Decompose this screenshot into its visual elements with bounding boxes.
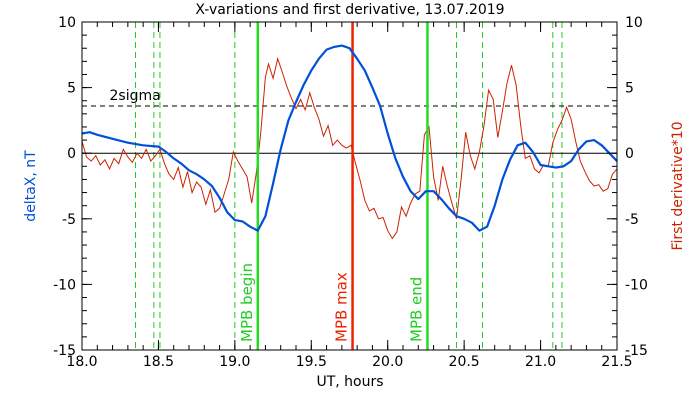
marker-label-mpb-max: MPB max <box>333 272 351 342</box>
x-tick-label: 21.5 <box>601 354 632 370</box>
y-tick-label-left: 10 <box>58 15 76 31</box>
marker-label-mpb-begin: MPB begin <box>238 263 256 342</box>
y-axis-label-left: deltaX, nT <box>23 150 39 222</box>
derivative-series-line <box>81 56 618 240</box>
y-tick-label-left: 0 <box>67 146 76 162</box>
y-tick-label-left: 5 <box>67 81 76 97</box>
x-tick-label: 18.5 <box>143 354 174 370</box>
x-tick-label: 20.5 <box>449 354 480 370</box>
y-tick-label-right: -5 <box>625 212 639 228</box>
x-tick-label: 20.0 <box>372 354 403 370</box>
y-tick-label-right: -15 <box>625 343 648 359</box>
x-tick-label: 18.0 <box>66 354 97 370</box>
chart-title: X-variations and first derivative, 13.07… <box>195 2 504 18</box>
y-tick-label-right: 5 <box>625 81 634 97</box>
y-tick-label-left: -5 <box>62 212 76 228</box>
y-tick-label-left: -15 <box>53 343 76 359</box>
y-tick-label-right: 0 <box>625 146 634 162</box>
y-axis-label-right: First derivative*10 <box>670 121 686 250</box>
x-tick-label: 19.5 <box>296 354 327 370</box>
deltax-series-line <box>81 44 618 232</box>
x-tick-label: 21.0 <box>525 354 556 370</box>
marker-label-mpb-end: MPB end <box>407 277 425 342</box>
y-tick-label-right: 10 <box>625 15 643 31</box>
y-tick-label-right: -10 <box>625 277 648 293</box>
x-axis-label: UT, hours <box>316 374 383 390</box>
x-tick-label: 19.0 <box>219 354 250 370</box>
y-tick-label-left: -10 <box>53 277 76 293</box>
plot-frame <box>81 21 618 351</box>
